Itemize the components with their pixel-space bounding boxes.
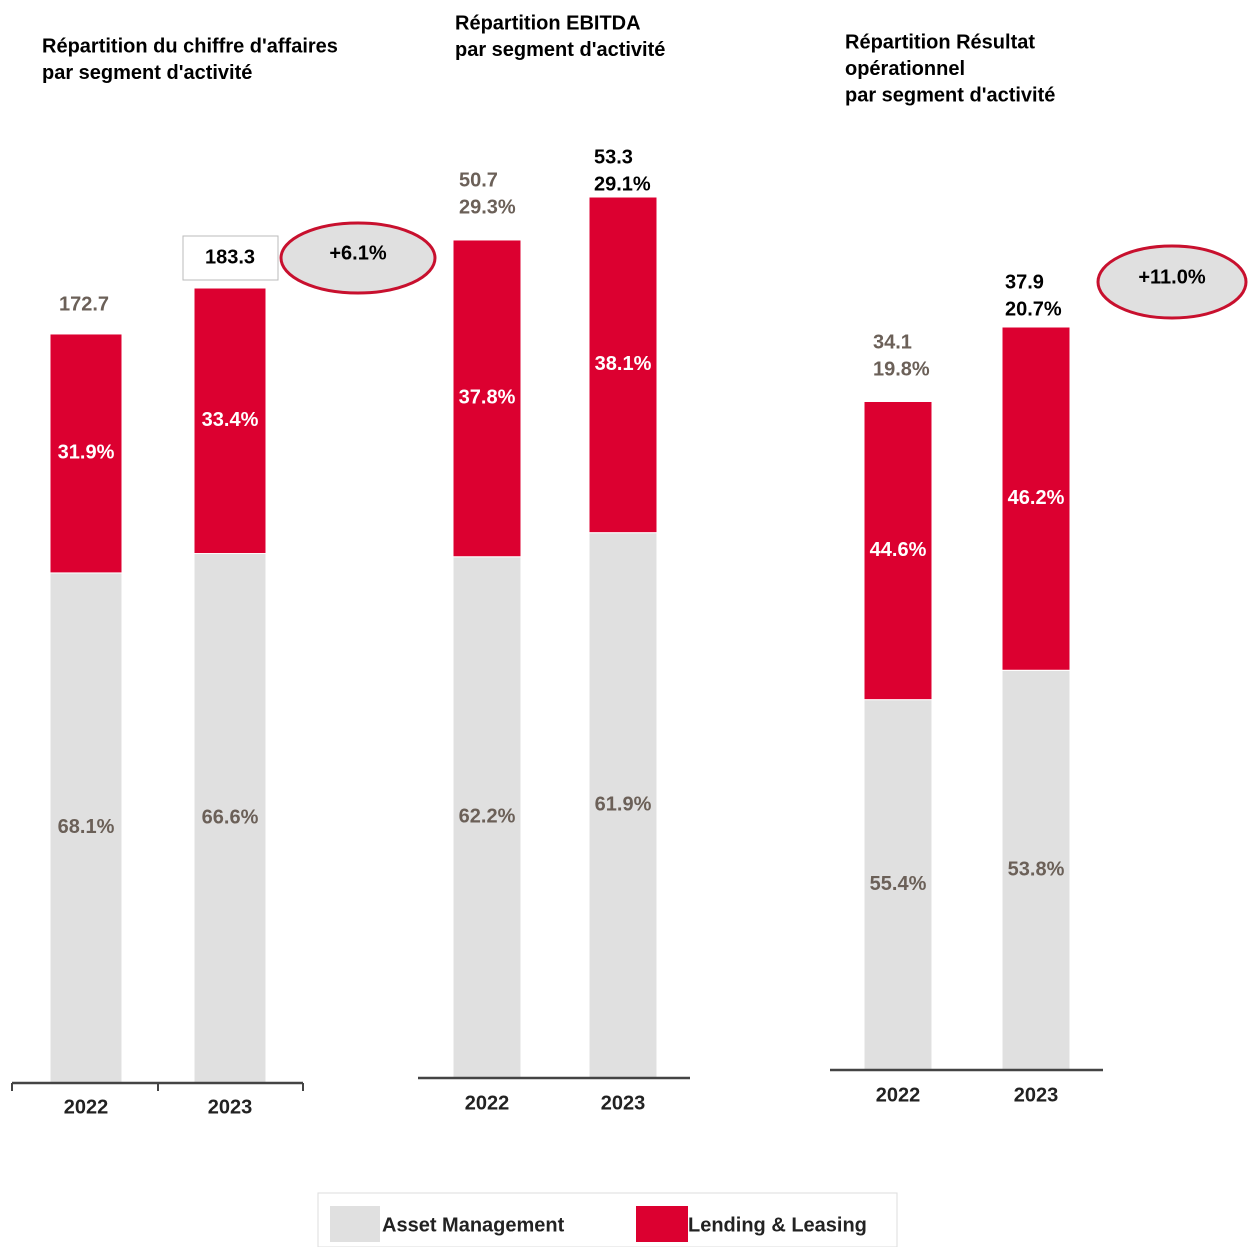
legend-swatch	[636, 1206, 688, 1242]
segment-label: 46.2%	[1008, 487, 1065, 509]
total-label: 53.3	[594, 146, 633, 168]
chart-title: par segment d'activité	[455, 39, 665, 61]
chart-title: opérationnel	[845, 58, 965, 80]
segment-label: 33.4%	[202, 409, 259, 431]
segment-label: 61.9%	[595, 794, 652, 816]
x-tick-label: 2023	[601, 1092, 646, 1114]
annotation: +11.0%	[1138, 266, 1206, 288]
bar-segment	[452, 239, 522, 558]
bar-segment	[1001, 669, 1071, 1071]
margin-label: 29.3%	[459, 196, 516, 218]
total-box	[182, 235, 279, 281]
legend-label: Asset Management	[382, 1214, 565, 1236]
x-tick-label: 2023	[1014, 1084, 1059, 1106]
bar-segment	[452, 556, 522, 1079]
total-label: 172.7	[59, 293, 109, 315]
bar-segment	[1001, 326, 1071, 671]
bar-segment	[49, 333, 123, 574]
segment-label: 55.4%	[870, 873, 927, 895]
segment-label: 66.6%	[202, 807, 259, 829]
bar-segment	[588, 196, 658, 534]
total-label: 37.9	[1005, 271, 1044, 293]
segment-label: 31.9%	[58, 442, 115, 464]
margin-label: 29.1%	[594, 173, 651, 195]
chart-title: par segment d'activité	[42, 62, 252, 84]
annotation-ellipse	[279, 221, 437, 295]
segment-label: 53.8%	[1008, 858, 1065, 880]
bar-segment	[863, 699, 933, 1071]
x-tick-label: 2023	[208, 1096, 253, 1118]
bar-segment	[49, 572, 123, 1084]
legend-label: Lending & Leasing	[688, 1214, 867, 1236]
segment-label: 62.2%	[459, 806, 516, 828]
total-label: 50.7	[459, 169, 498, 191]
total-label: 183.3	[205, 246, 255, 268]
x-tick-label: 2022	[876, 1084, 921, 1106]
legend-swatch	[330, 1206, 380, 1242]
segment-label: 38.1%	[595, 353, 652, 375]
annotation: +6.1%	[329, 242, 386, 264]
legend-box	[317, 1192, 898, 1247]
bar-segment	[193, 553, 267, 1084]
segment-label: 37.8%	[459, 387, 516, 409]
segment-label: 44.6%	[870, 539, 927, 561]
chart-title: par segment d'activité	[845, 84, 1055, 106]
bar-segment	[863, 400, 933, 701]
chart-title: Répartition du chiffre d'affaires	[42, 35, 338, 57]
total-label: 34.1	[873, 331, 912, 353]
chart-title: Répartition EBITDA	[455, 12, 641, 34]
x-tick-label: 2022	[64, 1096, 109, 1118]
chart-title: Répartition Résultat	[845, 31, 1035, 53]
margin-label: 20.7%	[1005, 298, 1062, 320]
bar-segment	[588, 532, 658, 1079]
bar-segment	[193, 287, 267, 555]
margin-label: 19.8%	[873, 358, 930, 380]
segment-label: 68.1%	[58, 816, 115, 838]
annotation-ellipse	[1096, 244, 1248, 320]
x-tick-label: 2022	[465, 1092, 510, 1114]
